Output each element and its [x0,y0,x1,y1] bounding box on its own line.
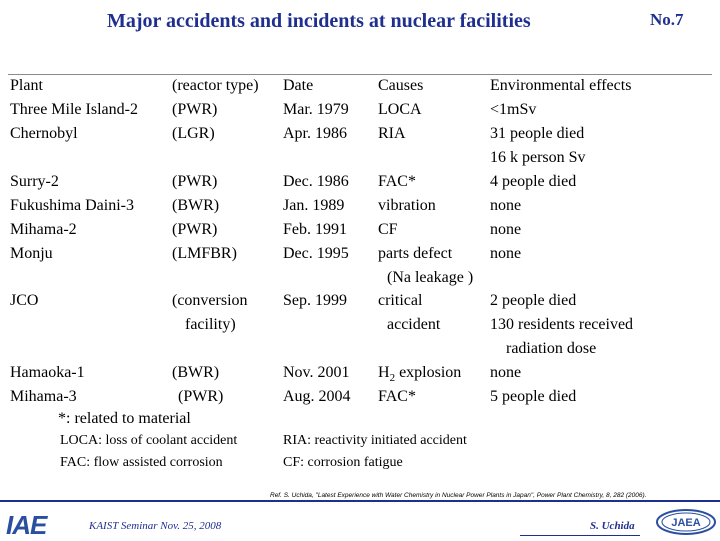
jaea-logo: JAEA [656,509,716,535]
seminar-label: KAIST Seminar Nov. 25, 2008 [89,520,222,532]
table-cell-effect: 31 people died [490,125,585,142]
table-cell-plant: JCO [10,292,39,309]
table-cell-plant: Mihama-3 [10,388,77,405]
table-cell-effect: none [490,364,522,381]
table-cell-type: (LGR) [172,125,215,142]
table-cell-type: (PWR) [172,101,218,118]
table-cell-type: (PWR) [172,173,218,190]
reference-citation: Ref. S. Uchida, "Latest Experience with … [270,492,647,499]
footer-divider [0,500,720,502]
table-cell-plant: Surry-2 [10,173,59,190]
header-divider [8,74,712,75]
author-name: S. Uchida [590,520,635,532]
footnote-material: *: related to material [58,410,191,427]
table-cell-cause: vibration [378,197,436,214]
table-header-date: Date [283,77,314,94]
table-header-cause: Causes [378,77,424,94]
table-cell-cause: FAC* [378,173,416,190]
table-header-effect: Environmental effects [490,77,632,94]
table-cell-cause: RIA [378,125,406,142]
abbr-ria: RIA: reactivity initiated accident [283,433,467,448]
table-cell-cause: FAC* [378,388,416,405]
table-cell-effect: none [490,245,522,262]
table-cell-effect: 5 people died [490,388,577,405]
table-cell-cause: LOCA [378,101,422,118]
table-cell-type: (conversion [172,292,248,309]
table-cell-cause: parts defect [378,245,453,262]
table-cell-effect: 130 residents received [490,316,634,333]
table-cell-cause: H2 explosion [378,364,462,385]
table-cell-plant: Three Mile Island-2 [10,101,138,118]
table-cell-plant: Chernobyl [10,125,78,142]
table-cell-effect: radiation dose [506,340,597,357]
slide-number: No.7 [650,10,684,29]
table-cell-effect: none [490,221,522,238]
table-cell-date: Dec. 1995 [283,245,349,262]
table-cell-plant: Monju [10,245,53,262]
abbr-loca: LOCA: loss of coolant accident [60,433,238,448]
table-cell-plant: Hamaoka-1 [10,364,85,381]
table-cell-date: Apr. 1986 [283,125,347,142]
jaea-logo-text: JAEA [671,517,700,529]
table-cell-date: Aug. 2004 [283,388,351,405]
table-cell-date: Nov. 2001 [283,364,350,381]
table-cell-plant: Fukushima Daini-3 [10,197,134,214]
table-cell-date: Sep. 1999 [283,292,347,309]
table-cell-cause: CF [378,221,398,238]
table-cell-cause: critical [378,292,423,309]
table-header-plant: Plant [10,77,43,94]
table-cell-date: Feb. 1991 [283,221,347,238]
table-cell-effect: 4 people died [490,173,577,190]
table-cell-effect: 16 k person Sv [490,149,586,166]
slide-title: Major accidents and incidents at nuclear… [107,10,531,32]
table-cell-cause: (Na leakage ) [387,269,474,286]
iae-logo: IAE [6,510,47,540]
author-underline [520,535,640,536]
table-cell-type: (BWR) [172,364,220,381]
table-cell-effect: none [490,197,522,214]
abbr-cf: CF: corrosion fatigue [283,455,403,470]
table-header-type: (reactor type) [172,77,259,94]
table-cell-effect: 2 people died [490,292,577,309]
abbr-fac: FAC: flow assisted corrosion [60,455,223,470]
table-cell-type: (PWR) [172,221,218,238]
table-cell-date: Mar. 1979 [283,101,349,118]
table-cell-type: (PWR) [178,388,224,405]
table-cell-type: (BWR) [172,197,220,214]
table-cell-date: Jan. 1989 [283,197,345,214]
table-cell-cause: accident [387,316,441,333]
table-cell-plant: Mihama-2 [10,221,77,238]
table-cell-effect: <1mSv [490,101,537,118]
table-cell-type: facility) [185,316,236,333]
table-cell-type: (LMFBR) [172,245,237,262]
table-cell-date: Dec. 1986 [283,173,349,190]
